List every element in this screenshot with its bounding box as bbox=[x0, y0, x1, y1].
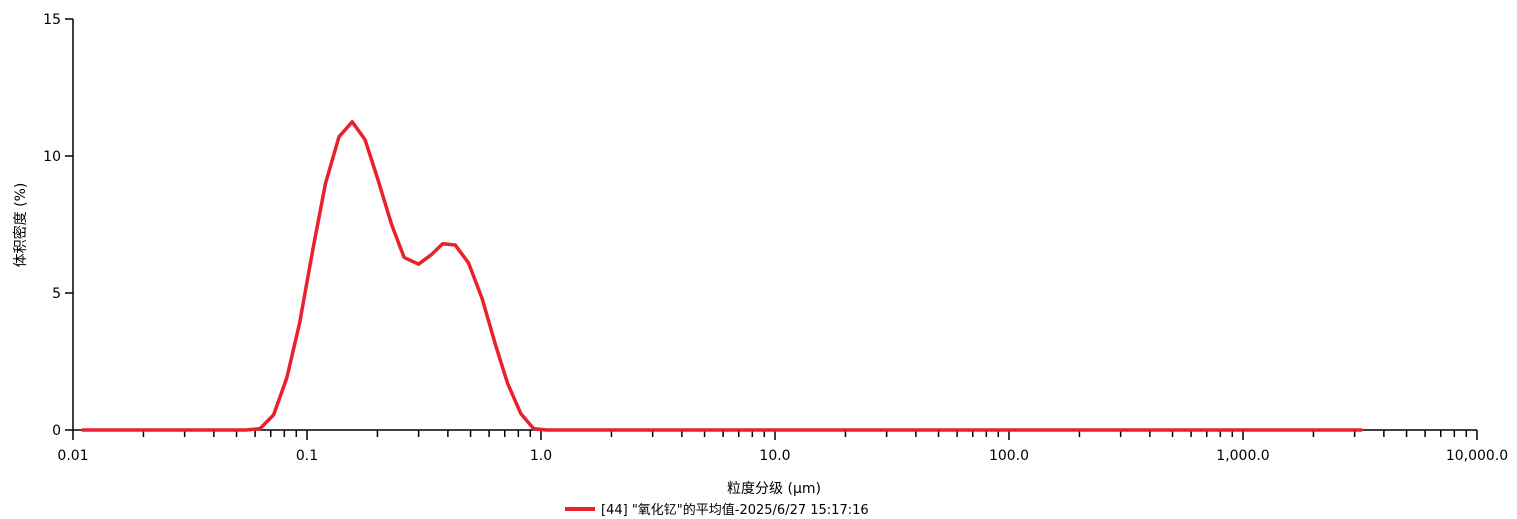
x-axis-title: 粒度分级 (μm) bbox=[727, 481, 821, 497]
data-point bbox=[259, 427, 261, 430]
legend-label-series-1: [44] "氧化钇"的平均值-2025/6/27 15:17:16 bbox=[601, 503, 869, 518]
y-ticks: 0 5 10 15 bbox=[43, 12, 73, 439]
y-tick-label: 0 bbox=[52, 423, 61, 439]
legend-swatch-series-1 bbox=[565, 506, 595, 511]
data-point bbox=[481, 297, 483, 300]
x-tick-label: 1,000.0 bbox=[1216, 448, 1269, 464]
data-point bbox=[441, 242, 444, 245]
data-point bbox=[213, 429, 215, 431]
data-point bbox=[1008, 429, 1010, 431]
data-point bbox=[324, 182, 327, 185]
x-tick-label: 100.0 bbox=[989, 448, 1029, 464]
data-point bbox=[245, 429, 248, 431]
data-point bbox=[376, 177, 379, 179]
data-point bbox=[506, 382, 509, 385]
data-point bbox=[364, 138, 366, 141]
y-tick-label: 15 bbox=[43, 12, 61, 28]
data-point bbox=[532, 427, 535, 430]
data-point bbox=[1360, 429, 1363, 431]
x-ticks: 0.01 0.1 1.0 10.0 100.0 1,000.0 10,000.0 bbox=[57, 430, 1508, 464]
data-point bbox=[467, 262, 470, 264]
data-point bbox=[338, 136, 340, 138]
data-point bbox=[286, 377, 288, 379]
data-point bbox=[312, 248, 314, 250]
series-layer bbox=[80, 120, 1363, 432]
x-tick-label: 0.1 bbox=[296, 448, 318, 464]
y-axis-title: 体积密度 (%) bbox=[12, 183, 29, 268]
x-tick-label: 0.01 bbox=[57, 448, 88, 464]
data-point bbox=[545, 429, 547, 431]
data-point bbox=[1242, 429, 1244, 431]
data-point bbox=[454, 244, 457, 246]
y-tick-label: 5 bbox=[52, 286, 61, 302]
data-point bbox=[494, 344, 497, 346]
legend: [44] "氧化钇"的平均值-2025/6/27 15:17:16 bbox=[565, 499, 869, 518]
x-tick-label: 1.0 bbox=[530, 448, 552, 464]
data-point bbox=[417, 263, 420, 266]
data-point bbox=[272, 414, 275, 416]
x-tick-label: 10,000.0 bbox=[1446, 448, 1508, 464]
data-point bbox=[298, 322, 301, 324]
data-point bbox=[520, 412, 522, 415]
data-point bbox=[81, 429, 84, 431]
data-point bbox=[351, 120, 353, 123]
data-point bbox=[142, 429, 145, 431]
data-point bbox=[610, 429, 613, 431]
data-point bbox=[430, 253, 433, 256]
data-point bbox=[390, 223, 393, 226]
x-tick-label: 10.0 bbox=[759, 448, 790, 464]
data-point bbox=[774, 429, 776, 431]
y-tick-label: 10 bbox=[43, 149, 61, 165]
data-point bbox=[403, 256, 405, 259]
series-line-1 bbox=[80, 120, 1363, 432]
